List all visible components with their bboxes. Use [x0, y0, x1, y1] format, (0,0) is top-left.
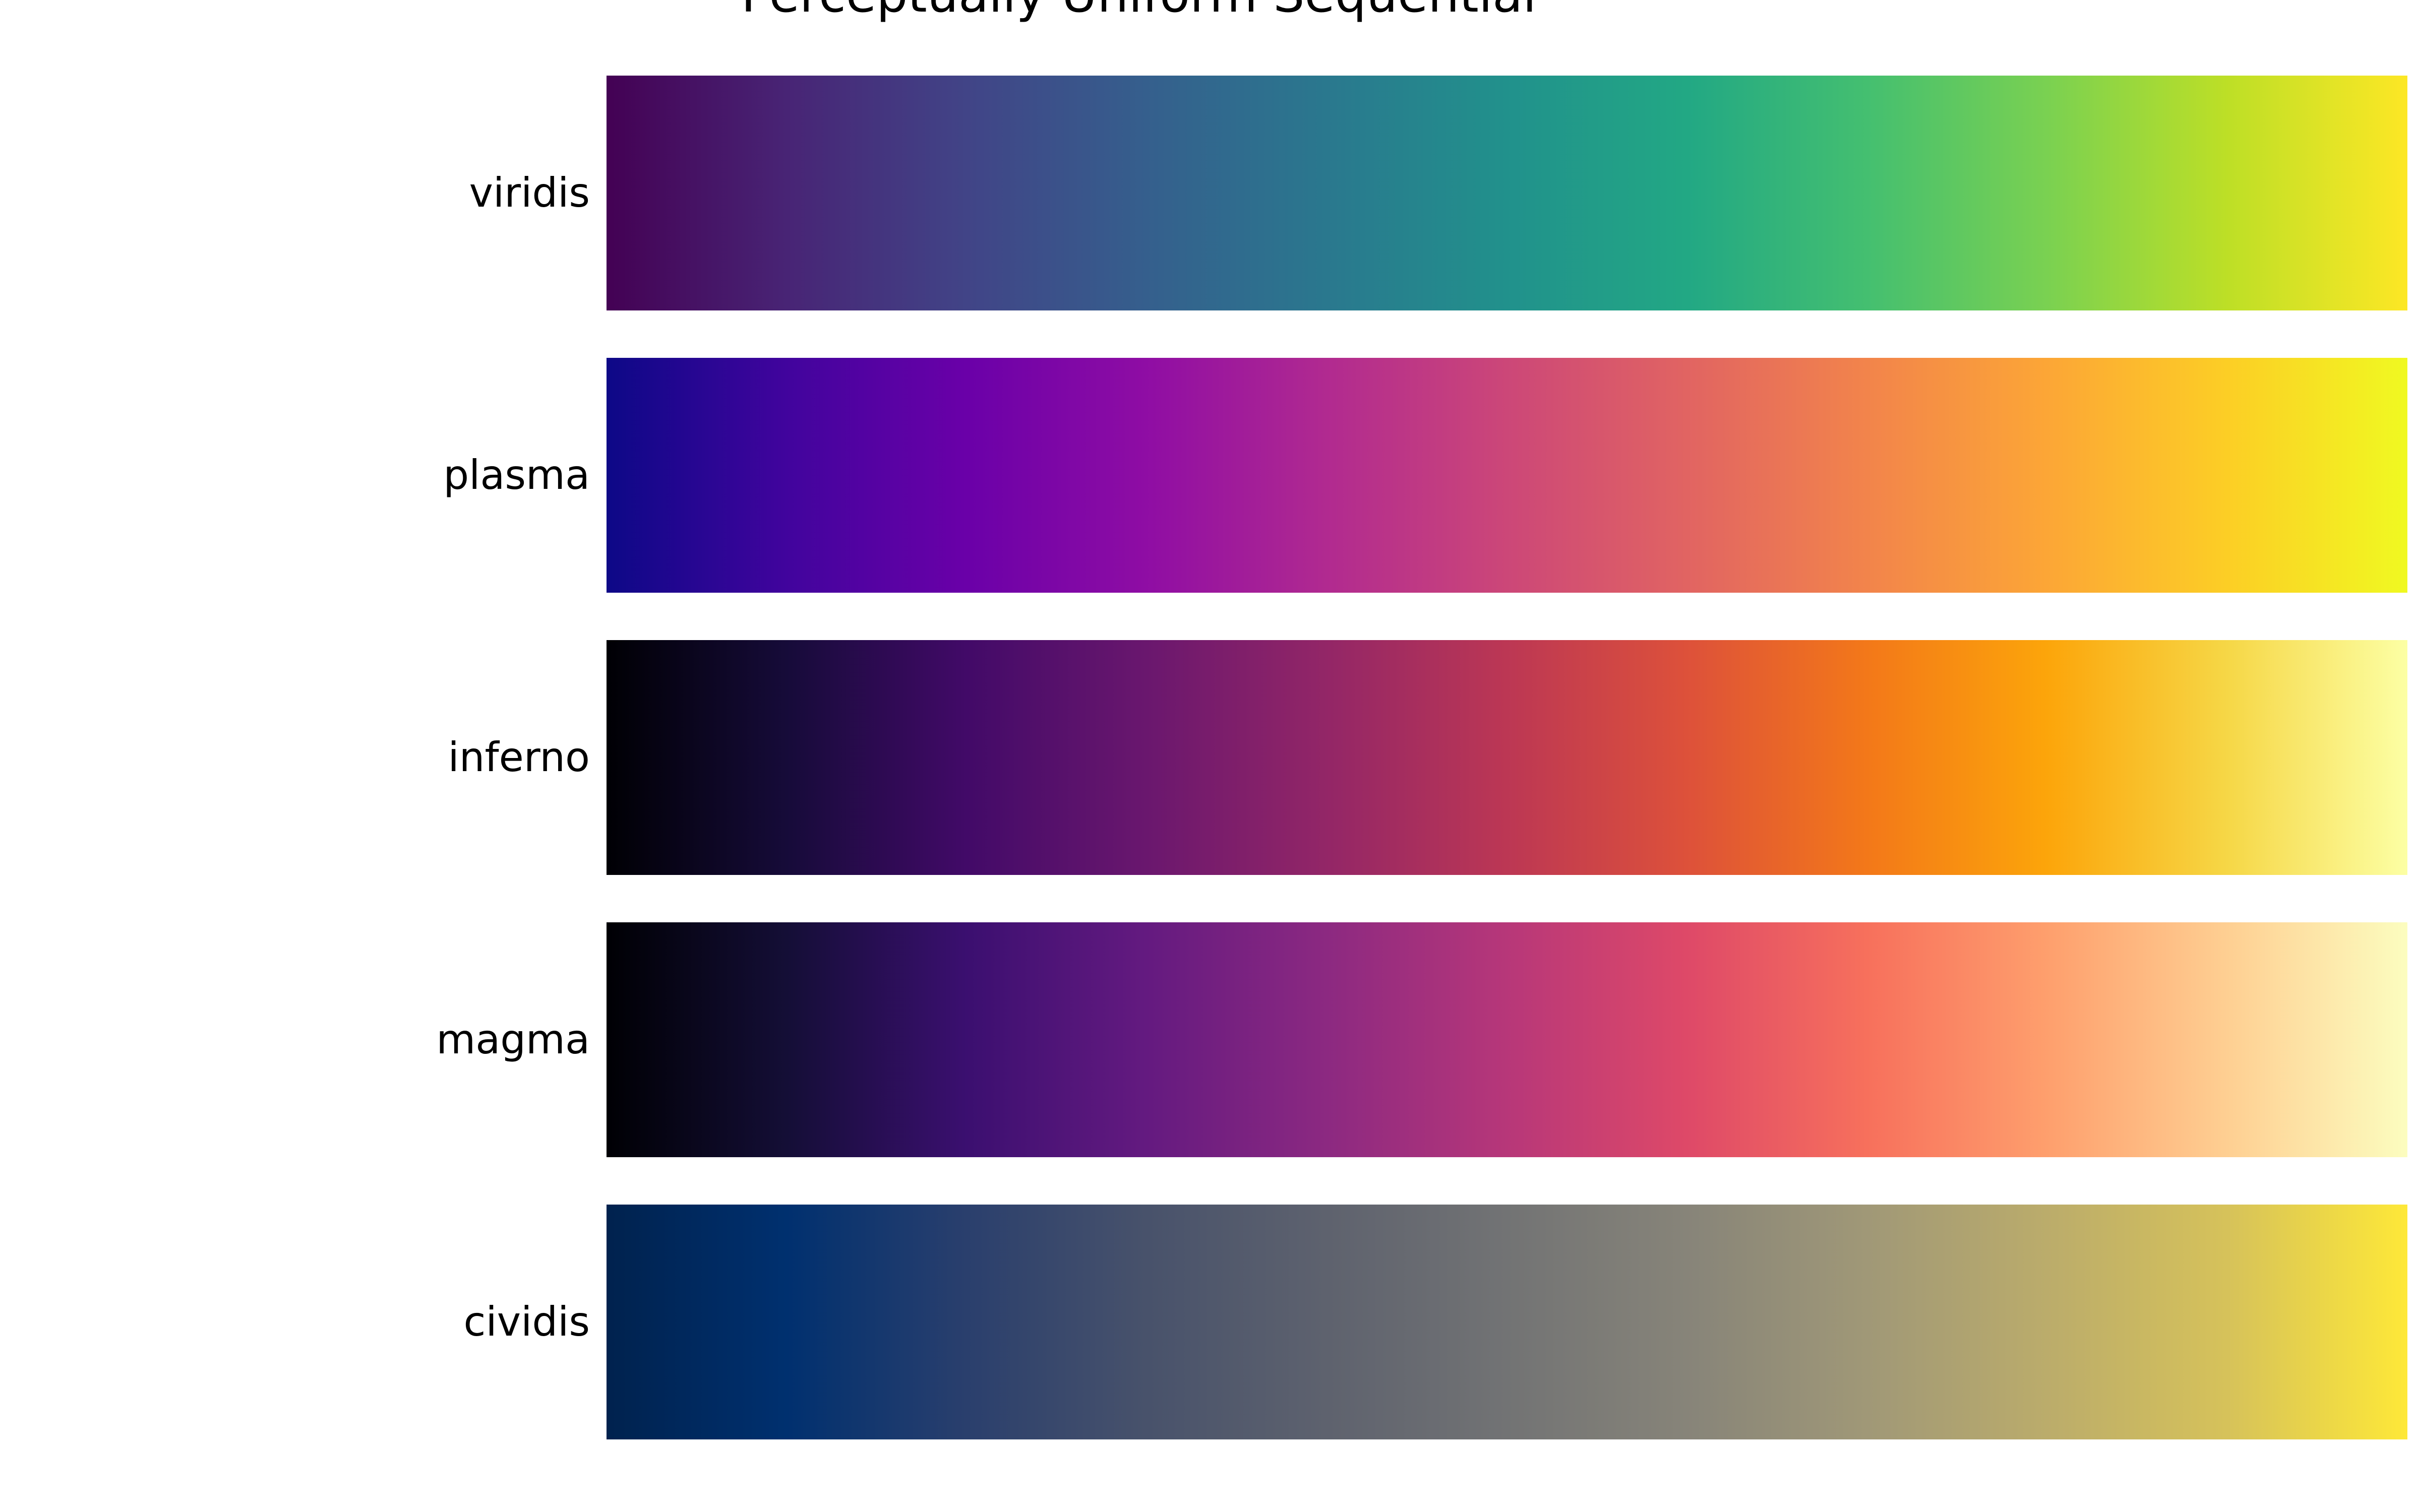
figure-title: Perceptually Uniform Sequential	[741, 0, 1699, 25]
colormap-row-cividis: cividis	[0, 1205, 2420, 1439]
colormap-label: viridis	[469, 169, 590, 216]
colormap-label: plasma	[443, 452, 590, 498]
colormap-gradient-bar	[607, 76, 2407, 310]
colormap-row-magma: magma	[0, 922, 2420, 1157]
colormap-row-viridis: viridis	[0, 76, 2420, 310]
colormap-row-plasma: plasma	[0, 358, 2420, 593]
colormap-gradient-bar	[607, 1205, 2407, 1439]
colormap-gradient-bar	[607, 922, 2407, 1157]
colormap-label: inferno	[448, 734, 590, 781]
colormap-gradient-bar	[607, 358, 2407, 593]
colormap-gradient-bar	[607, 640, 2407, 875]
colormap-label: cividis	[463, 1298, 590, 1345]
colormap-row-inferno: inferno	[0, 640, 2420, 875]
colormap-label: magma	[436, 1016, 590, 1063]
